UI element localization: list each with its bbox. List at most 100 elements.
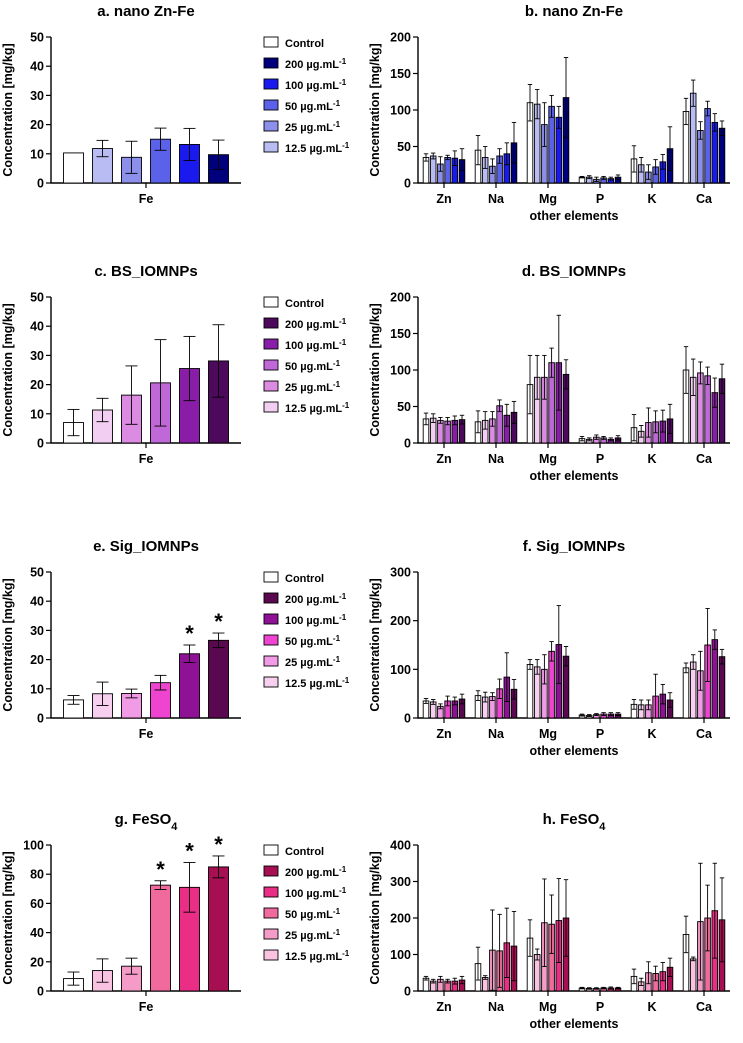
y-axis-label: Concentration [mg/kg] [1,851,15,984]
y-tick-label: 0 [37,177,44,191]
y-tick-label: 200 [390,291,411,305]
chart-title: a. nano Zn-Fe [97,3,195,20]
bar-ca [711,639,719,719]
legend-label: 12.5 µg.mL-1 [285,949,350,964]
y-tick-label: 0 [37,985,44,999]
legend-label: 100 µg.mL-1 [285,886,347,901]
x-tick-label: K [647,452,656,466]
legend-swatch [263,99,279,111]
legend-label: Control [285,38,324,50]
y-tick-label: 0 [404,712,411,726]
chart-title: c. BS_IOMNPs [94,263,197,280]
legend-swatch [263,676,279,688]
chart-title: h. FeSO4 [543,811,607,833]
bar-ca [689,958,697,992]
y-tick-label: 50 [30,566,44,580]
x-tick-label: K [647,192,656,206]
legend: Control 200 µg.mL-1 100 µg.mL-1 50 µg.mL-1 2… [263,571,350,691]
legend-swatch [263,380,279,392]
legend-label: Control [285,846,324,858]
legend-label: 200 µg.mL-1 [285,592,347,607]
y-tick-label: 0 [37,437,44,451]
x-tick-label: Fe [139,1000,154,1014]
x-tick-label: Mg [539,1000,557,1014]
y-tick-label: 50 [30,291,44,305]
y-tick-label: 30 [30,89,44,103]
y-tick-label: 200 [390,912,411,926]
y-tick-label: 0 [37,712,44,726]
y-tick-label: 0 [404,985,411,999]
chart-title: b. nano Zn-Fe [525,3,623,20]
legend-label: 200 µg.mL-1 [285,317,347,332]
y-tick-label: 0 [404,177,411,191]
x-tick-label: Fe [139,452,154,466]
legend-label: 50 µg.mL-1 [285,99,341,114]
x-tick-label: Zn [436,192,451,206]
legend-swatch [263,949,279,961]
legend-swatch [263,634,279,646]
bar-fe [63,152,84,184]
y-tick-label: 100 [390,948,411,962]
legend-label: 25 µg.mL-1 [285,380,341,395]
legend-label: 25 µg.mL-1 [285,928,341,943]
y-tick-label: 40 [30,320,44,334]
y-tick-label: 150 [390,67,411,81]
bar-ca [689,661,697,719]
legend-label: 12.5 µg.mL-1 [285,141,350,156]
panel-e: e. Sig_IOMNPs Concentration [mg/kg] 0 10 20 3… [1,538,350,741]
legend-swatch [263,359,279,371]
y-tick-label: 10 [30,147,44,161]
legend-label: 100 µg.mL-1 [285,613,347,628]
x-tick-label: Fe [139,192,154,206]
legend-swatch [263,78,279,90]
legend-label: Control [285,298,324,310]
x-tick-label: Ca [696,727,713,741]
y-axis-label: Concentration [mg/kg] [1,303,15,436]
x-axis-label: other elements [530,1017,619,1031]
bar-ca [718,656,726,719]
chart-title: f. Sig_IOMNPs [523,538,626,555]
legend-swatch [263,907,279,919]
legend-swatch [263,928,279,940]
bar-fe [208,639,229,719]
legend-swatch [263,296,279,308]
legend-label: 12.5 µg.mL-1 [285,676,350,691]
legend: Control 200 µg.mL-1 100 µg.mL-1 50 µg.mL-1 2… [263,36,350,156]
legend-label: 25 µg.mL-1 [285,655,341,670]
bar-ca [704,108,711,184]
legend-swatch [263,120,279,132]
x-tick-label: Zn [436,727,451,741]
x-tick-label: Na [488,727,505,741]
x-tick-label: Mg [539,192,557,206]
y-axis-label: Concentration [mg/kg] [368,578,382,711]
x-tick-label: K [647,1000,656,1014]
legend-swatch [263,401,279,413]
legend-swatch [263,886,279,898]
x-tick-label: P [596,1000,604,1014]
chart-title: g. FeSO4 [115,811,179,833]
significance-marker: * [214,609,223,634]
x-tick-label: Na [488,192,505,206]
y-tick-label: 40 [30,926,44,940]
bar-fe [179,653,200,719]
significance-marker: * [214,832,223,857]
legend-swatch [263,613,279,625]
bar-mg [548,105,555,184]
y-tick-label: 100 [390,364,411,378]
chart-title: d. BS_IOMNPs [522,263,626,280]
bar-fe [208,866,229,992]
legend-swatch [263,141,279,153]
legend-swatch [263,57,279,69]
y-axis-label: Concentration [mg/kg] [368,43,382,176]
y-tick-label: 400 [390,839,411,853]
significance-marker: * [185,621,194,646]
x-tick-label: K [647,727,656,741]
legend-swatch [263,571,279,583]
y-tick-label: 300 [390,566,411,580]
y-tick-label: 50 [397,400,411,414]
y-tick-label: 30 [30,624,44,638]
y-axis-label: Concentration [mg/kg] [1,578,15,711]
legend-swatch [263,36,279,48]
x-tick-label: Na [488,1000,505,1014]
